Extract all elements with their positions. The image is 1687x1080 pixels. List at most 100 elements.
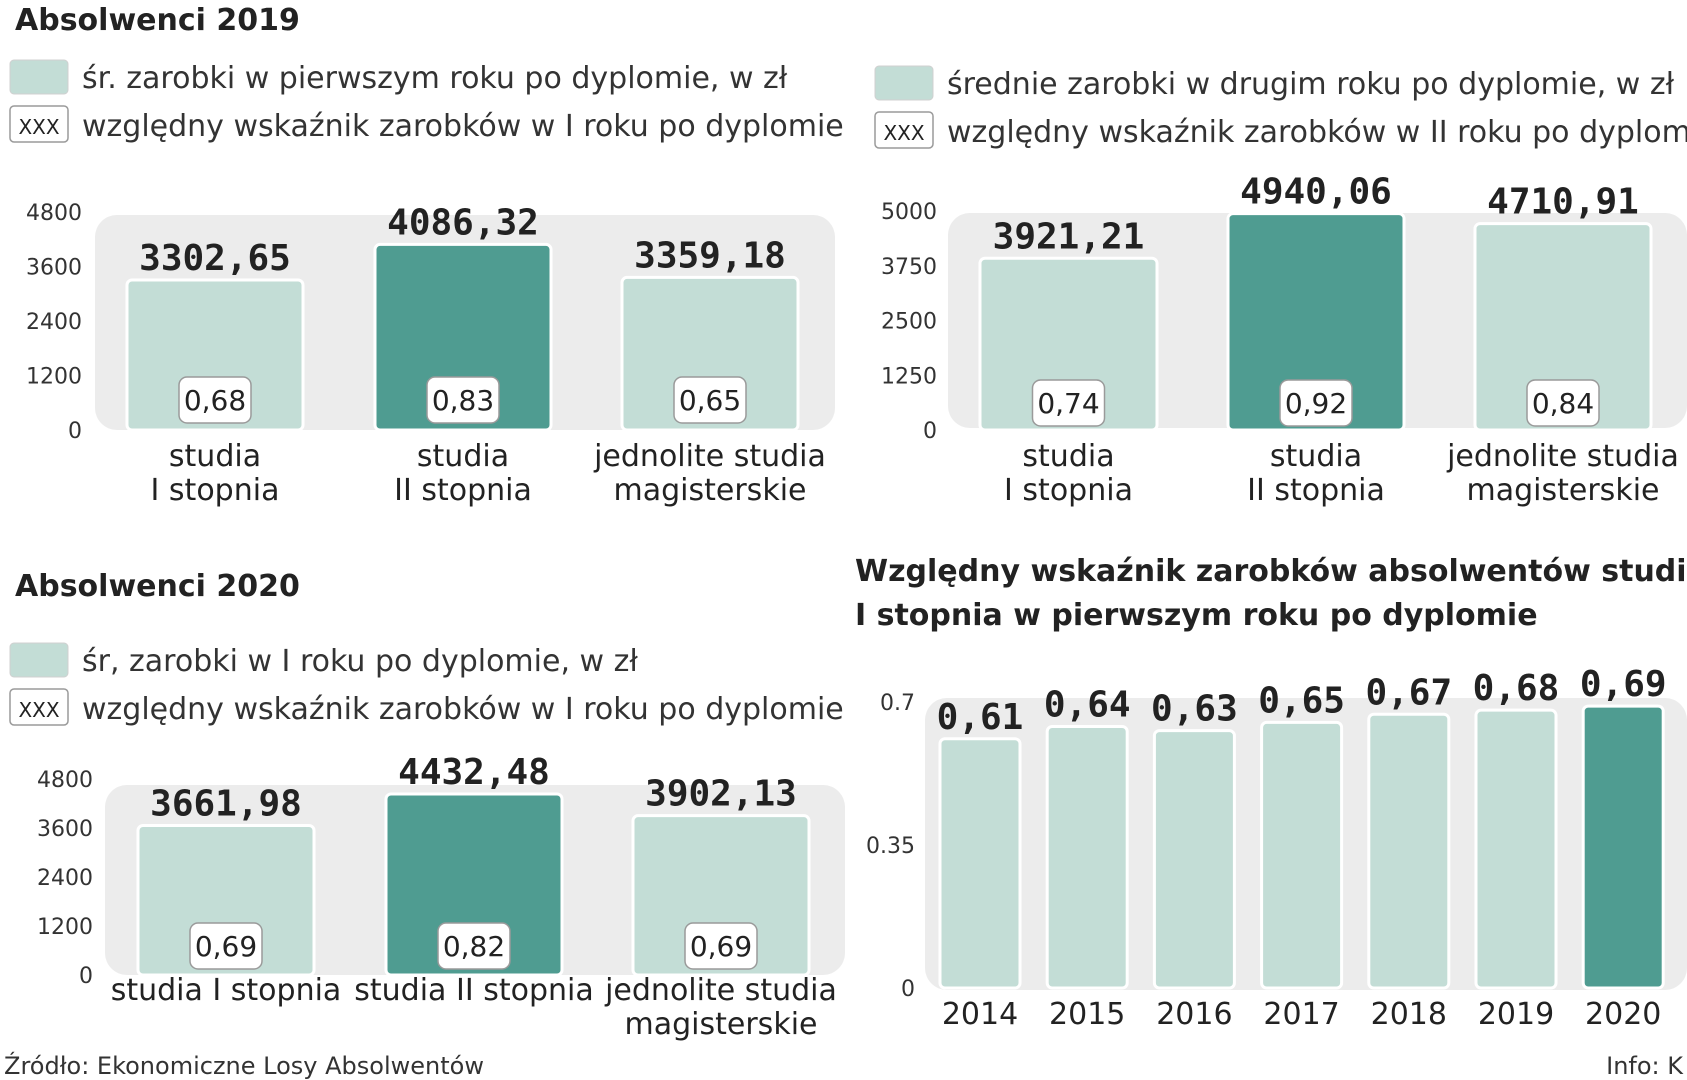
ratio-badge xyxy=(673,376,747,424)
legend-label-earnings: śr. zarobki w pierwszym roku po dyplomie… xyxy=(82,61,788,96)
category-label: jednolite studia xyxy=(604,973,837,1008)
ratio-label: 0,74 xyxy=(1037,387,1099,420)
bar xyxy=(631,814,811,977)
chart-title: Absolwenci 2019 xyxy=(15,3,300,38)
y-tick-label: 2500 xyxy=(881,310,937,335)
ratio-badge xyxy=(1031,379,1106,427)
footer-credit: Info: K xyxy=(1606,1052,1684,1080)
ratio-label: 0,68 xyxy=(184,384,246,417)
category-label: studia xyxy=(1270,439,1362,474)
legend-swatch-ratio xyxy=(874,111,934,149)
bar-value-label: 4710,91 xyxy=(1487,182,1639,223)
y-tick-label: 0.7 xyxy=(880,691,915,716)
year-label: 2019 xyxy=(1478,997,1554,1032)
bar xyxy=(1045,725,1129,990)
chart-3: Absolwenci 2020 śr, zarobki w I roku po d… xyxy=(9,569,845,1042)
legend-box-label: XXX xyxy=(18,698,59,722)
legend-label-ratio: względny wskaźnik zarobków w I roku po d… xyxy=(82,109,844,144)
bar xyxy=(978,256,1159,432)
year-label: 2020 xyxy=(1585,997,1661,1032)
y-tick-label: 2400 xyxy=(26,310,82,335)
ratio-label: 0,69 xyxy=(690,930,752,963)
bar-value-label: 3661,98 xyxy=(150,783,302,824)
legend-label-earnings: średnie zarobki w drugim roku po dyplomi… xyxy=(947,67,1675,102)
ratio-label: 0,82 xyxy=(443,930,505,963)
bar-value-label: 0,64 xyxy=(1044,685,1131,726)
category-label: magisterskie xyxy=(625,1007,818,1042)
bar-value-label: 3359,18 xyxy=(634,235,786,276)
y-tick-label: 3600 xyxy=(26,256,82,281)
chart-title-line-2: I stopnia w pierwszym roku po dyplomie xyxy=(855,598,1538,633)
category-label: studia II stopnia xyxy=(354,973,593,1008)
bar xyxy=(373,242,553,432)
bar-value-label: 0,61 xyxy=(937,697,1024,738)
bar-value-label: 0,65 xyxy=(1258,680,1345,721)
legend-swatch-earnings xyxy=(874,65,934,101)
category-label: II stopnia xyxy=(394,473,532,508)
footer-source: Źródło: Ekonomiczne Losy Absolwentów xyxy=(4,1051,484,1080)
chart-4: Względny wskaźnik zarobków absolwentów s… xyxy=(855,554,1687,1032)
category-label: I stopnia xyxy=(151,473,280,508)
bar-value-label: 0,63 xyxy=(1151,689,1238,730)
y-tick-label: 4800 xyxy=(37,768,93,793)
category-label: I stopnia xyxy=(1004,473,1133,508)
y-tick-label: 0 xyxy=(901,977,915,1002)
chart-title-line-1: Względny wskaźnik zarobków absolwentów s… xyxy=(855,554,1687,589)
category-label: jednolite studia xyxy=(593,439,826,474)
bar-value-label: 0,67 xyxy=(1365,672,1452,713)
year-label: 2017 xyxy=(1263,997,1339,1032)
year-label: 2014 xyxy=(942,997,1018,1032)
ratio-badge xyxy=(684,922,758,970)
y-tick-label: 0 xyxy=(79,964,93,989)
category-label: studia xyxy=(417,439,509,474)
bar xyxy=(1474,708,1558,990)
y-tick-label: 0.35 xyxy=(866,834,915,859)
ratio-badge xyxy=(1526,379,1600,427)
bar xyxy=(1226,212,1406,432)
category-label: magisterskie xyxy=(1467,473,1660,508)
ratio-badge xyxy=(426,376,500,424)
category-label: jednolite studia xyxy=(1446,439,1679,474)
ratio-label: 0,69 xyxy=(195,930,257,963)
bar-value-label: 3921,21 xyxy=(993,216,1145,257)
ratio-label: 0,92 xyxy=(1285,387,1347,420)
category-label: studia xyxy=(169,439,261,474)
category-label: studia xyxy=(1022,439,1114,474)
year-label: 2016 xyxy=(1156,997,1232,1032)
legend-label-ratio: względny wskaźnik zarobków w I roku po d… xyxy=(82,692,844,727)
bar xyxy=(1367,712,1451,990)
y-tick-label: 4800 xyxy=(26,201,82,226)
legend-swatch-earnings xyxy=(9,642,69,678)
category-label: II stopnia xyxy=(1247,473,1385,508)
ratio-badge xyxy=(178,376,252,424)
category-label: magisterskie xyxy=(614,473,807,508)
ratio-label: 0,83 xyxy=(432,384,494,417)
y-tick-label: 2400 xyxy=(37,866,93,891)
y-tick-label: 0 xyxy=(68,419,82,444)
category-label: studia I stopnia xyxy=(111,973,342,1008)
bar-value-label: 4940,06 xyxy=(1240,172,1392,213)
bar-value-label: 0,69 xyxy=(1580,664,1667,705)
y-tick-label: 1200 xyxy=(26,365,82,390)
year-label: 2018 xyxy=(1371,997,1447,1032)
y-tick-label: 3600 xyxy=(37,817,93,842)
y-tick-label: 3750 xyxy=(881,255,937,280)
ratio-label: 0,84 xyxy=(1532,387,1594,420)
bar-value-label: 4086,32 xyxy=(387,202,539,243)
chart-1: Absolwenci 2019 śr. zarobki w pierwszym r… xyxy=(9,3,844,508)
year-label: 2015 xyxy=(1049,997,1125,1032)
ratio-badge xyxy=(1279,379,1353,427)
bar xyxy=(1473,222,1653,432)
bar xyxy=(384,792,564,977)
y-tick-label: 1200 xyxy=(37,915,93,940)
bar xyxy=(1152,729,1236,990)
bar xyxy=(125,278,305,432)
chart-2: średnie zarobki w drugim roku po dyplomi… xyxy=(874,65,1687,508)
legend-swatch-earnings xyxy=(9,59,69,95)
bar-value-label: 0,68 xyxy=(1473,668,1560,709)
bar xyxy=(1260,720,1344,990)
y-tick-label: 0 xyxy=(923,419,937,444)
bar xyxy=(136,823,316,977)
y-tick-label: 5000 xyxy=(881,200,937,225)
